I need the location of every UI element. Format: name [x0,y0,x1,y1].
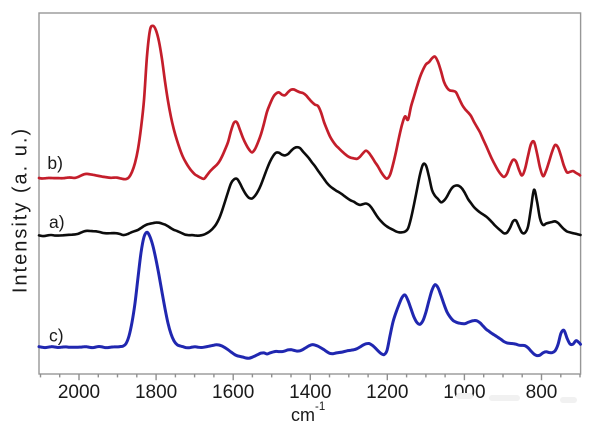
svg-text:Intensity (a. u.): Intensity (a. u.) [10,127,32,293]
svg-text:1000: 1000 [443,382,485,403]
svg-text:1200: 1200 [366,382,408,403]
svg-text:b): b) [47,153,63,173]
svg-text:800: 800 [526,382,558,403]
svg-text:2000: 2000 [58,382,100,403]
svg-text:cm: cm [291,405,315,425]
svg-text:1400: 1400 [289,382,331,403]
svg-text:a): a) [49,212,65,232]
svg-text:-1: -1 [315,401,325,413]
svg-text:1800: 1800 [135,382,177,403]
svg-text:c): c) [49,326,64,346]
svg-text:1600: 1600 [212,382,254,403]
